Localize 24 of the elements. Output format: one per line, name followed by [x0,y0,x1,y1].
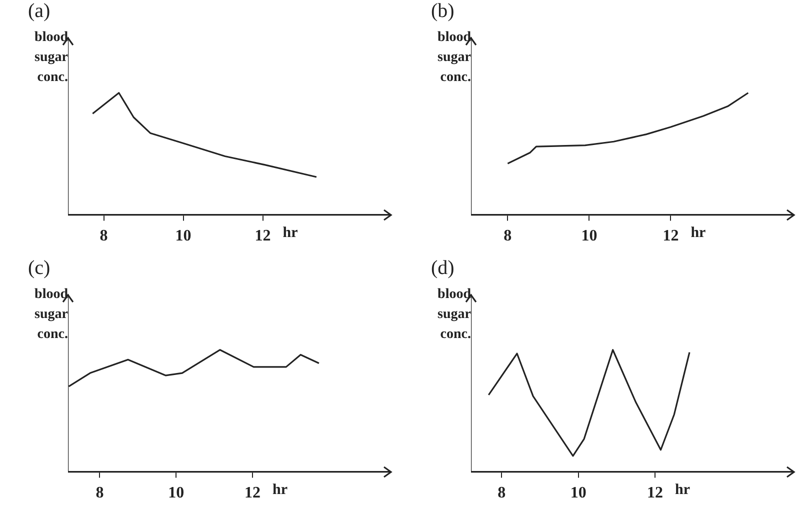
x-axis-title: hr [272,482,288,499]
x-axis-title: hr [282,224,298,242]
chart-title: (d) [431,257,454,280]
x-tick-label: 10 [175,228,192,245]
chart-title: (a) [28,0,50,23]
x-tick-label: 8 [498,484,506,502]
x-tick-label: 12 [662,228,679,245]
x-tick-label: 12 [647,484,663,502]
x-axis-title: hr [675,482,690,499]
x-tick-label: 12 [254,228,271,245]
x-tick-label: 8 [96,484,104,502]
x-tick-label: 10 [581,228,598,245]
y-axis-title: blood sugar conc. [34,286,68,344]
x-tick-label: 8 [100,228,108,245]
y-axis-title: blood sugar conc. [34,29,68,87]
y-axis-title: blood sugar conc. [436,29,471,87]
y-axis-title: blood sugar conc. [436,286,471,344]
x-tick-label: 8 [504,228,512,245]
chart-title: (b) [431,0,454,23]
x-axis-title: hr [690,224,706,242]
x-tick-label: 10 [168,484,184,502]
x-tick-label: 12 [244,484,260,502]
x-tick-label: 10 [570,484,586,502]
chart-title: (c) [28,257,50,280]
